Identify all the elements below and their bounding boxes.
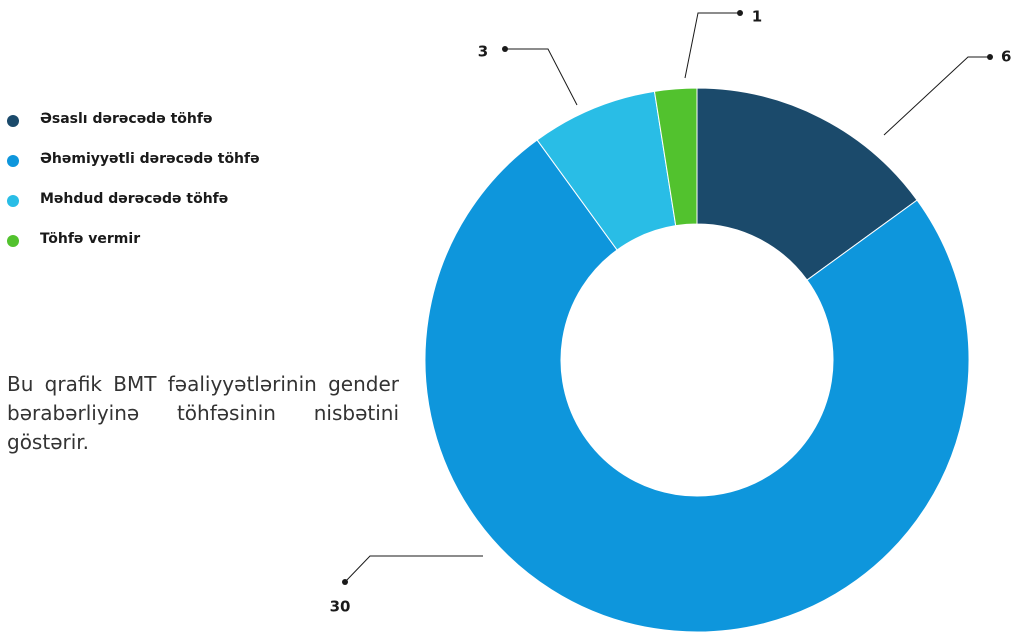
legend-label: Əhəmiyyətli dərəcədə töhfə: [40, 151, 260, 167]
legend-swatch: [7, 155, 19, 167]
legend-label: Məhdud dərəcədə töhfə: [40, 191, 228, 207]
leader-line: [505, 48, 578, 106]
donut-slice: [696, 87, 918, 281]
leader-dot: [502, 46, 508, 52]
donut-slice: [424, 139, 970, 632]
value-label: 30: [330, 598, 351, 616]
leader-dot: [737, 10, 743, 16]
leader-dot: [987, 54, 993, 60]
legend-swatch: [7, 115, 19, 127]
leader-line: [684, 12, 740, 79]
leader-dot: [342, 579, 348, 585]
description: Bu qrafik BMT fəaliyyətlərinin gender bə…: [7, 372, 399, 454]
value-label: 6: [1001, 48, 1011, 66]
legend-swatch: [7, 195, 19, 207]
legend-swatch: [7, 235, 19, 247]
leader-line: [883, 56, 990, 136]
value-label: 1: [752, 8, 762, 26]
value-label: 3: [478, 43, 488, 61]
leader-line: [344, 555, 483, 583]
legend-label: Töhfə vermir: [40, 231, 140, 247]
donut-slice: [653, 87, 698, 227]
legend-label: Əsaslı dərəcədə töhfə: [40, 111, 212, 127]
